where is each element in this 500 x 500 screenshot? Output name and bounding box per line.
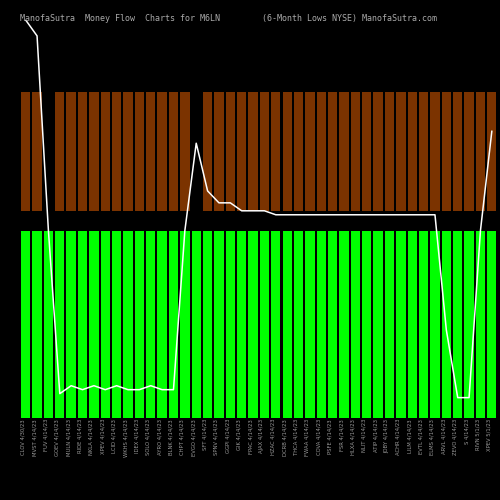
Bar	[226, 92, 235, 211]
Bar	[385, 92, 394, 211]
Bar	[340, 92, 348, 211]
Bar	[112, 92, 122, 211]
Bar	[214, 92, 224, 211]
Bar	[203, 92, 212, 211]
Bar	[350, 230, 360, 418]
Bar	[282, 230, 292, 418]
Bar	[248, 230, 258, 418]
Bar	[305, 92, 314, 211]
Bar	[169, 92, 178, 211]
Bar	[158, 230, 167, 418]
Bar	[464, 92, 473, 211]
Bar	[32, 92, 42, 211]
Bar	[340, 230, 348, 418]
Bar	[78, 92, 87, 211]
Bar	[100, 92, 110, 211]
Bar	[328, 230, 338, 418]
Bar	[430, 230, 440, 418]
Bar	[408, 92, 417, 211]
Bar	[396, 92, 406, 211]
Bar	[271, 92, 280, 211]
Bar	[362, 230, 372, 418]
Bar	[89, 92, 99, 211]
Bar	[476, 92, 485, 211]
Bar	[192, 230, 201, 418]
Bar	[487, 92, 496, 211]
Bar	[146, 230, 156, 418]
Bar	[44, 230, 53, 418]
Bar	[78, 230, 87, 418]
Bar	[271, 230, 280, 418]
Bar	[453, 230, 462, 418]
Text: ManofaSutra  Money Flow  Charts for M6LN: ManofaSutra Money Flow Charts for M6LN	[20, 14, 220, 23]
Bar	[374, 230, 383, 418]
Bar	[464, 230, 473, 418]
Bar	[112, 230, 122, 418]
Bar	[476, 230, 485, 418]
Bar	[316, 230, 326, 418]
Bar	[305, 230, 314, 418]
Bar	[146, 92, 156, 211]
Bar	[21, 230, 30, 418]
Bar	[453, 92, 462, 211]
Bar	[362, 92, 372, 211]
Bar	[237, 92, 246, 211]
Bar	[100, 230, 110, 418]
Bar	[66, 92, 76, 211]
Bar	[374, 92, 383, 211]
Bar	[134, 92, 144, 211]
Bar	[316, 92, 326, 211]
Bar	[55, 92, 64, 211]
Bar	[158, 92, 167, 211]
Bar	[419, 230, 428, 418]
Bar	[442, 230, 451, 418]
Bar	[248, 92, 258, 211]
Bar	[294, 230, 303, 418]
Bar	[124, 92, 132, 211]
Bar	[350, 92, 360, 211]
Bar	[169, 230, 178, 418]
Bar	[124, 230, 132, 418]
Bar	[430, 92, 440, 211]
Bar	[294, 92, 303, 211]
Bar	[180, 230, 190, 418]
Bar	[260, 92, 269, 211]
Bar	[260, 230, 269, 418]
Bar	[32, 230, 42, 418]
Bar	[134, 230, 144, 418]
Text: (6-Month Lows NYSE) ManofaSutra.com: (6-Month Lows NYSE) ManofaSutra.com	[262, 14, 438, 23]
Bar	[89, 230, 99, 418]
Bar	[282, 92, 292, 211]
Bar	[385, 230, 394, 418]
Bar	[442, 92, 451, 211]
Bar	[66, 230, 76, 418]
Bar	[408, 230, 417, 418]
Bar	[226, 230, 235, 418]
Bar	[419, 92, 428, 211]
Bar	[180, 92, 190, 211]
Bar	[396, 230, 406, 418]
Bar	[203, 230, 212, 418]
Bar	[55, 230, 64, 418]
Bar	[21, 92, 30, 211]
Bar	[214, 230, 224, 418]
Bar	[328, 92, 338, 211]
Bar	[237, 230, 246, 418]
Bar	[487, 230, 496, 418]
